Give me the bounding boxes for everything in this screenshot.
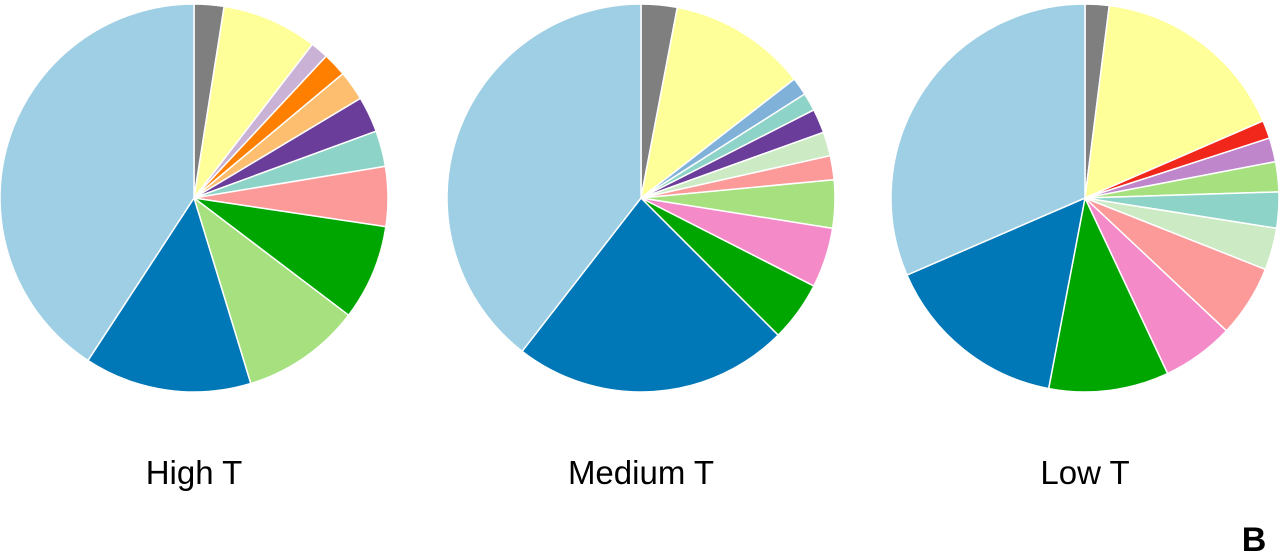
pie-high-t-slice-10 bbox=[193, 197, 350, 385]
pie-medium-t-slices bbox=[446, 3, 836, 393]
panel-letter: B bbox=[1242, 521, 1267, 559]
pie-medium-t-slice-2 bbox=[640, 6, 796, 199]
pie-high-t-slice-9 bbox=[193, 197, 387, 316]
pie-medium-t-label: Medium T bbox=[568, 454, 714, 491]
pie-high-t-slice-12 bbox=[0, 3, 195, 362]
pie-low-t-slice-11 bbox=[906, 197, 1086, 390]
pie-low-t-slice-12 bbox=[890, 3, 1086, 276]
pie-medium-t: Medium T bbox=[446, 3, 836, 491]
pie-medium-t-slice-12 bbox=[446, 3, 642, 353]
pie-high-t-slice-2 bbox=[193, 5, 314, 199]
pie-low-t-slice-2 bbox=[1084, 4, 1264, 199]
pie-low-t: Low T bbox=[890, 3, 1280, 491]
pie-medium-t-slice-11 bbox=[521, 197, 779, 393]
pie-high-t-label: High T bbox=[146, 454, 243, 491]
pie-low-t-label: Low T bbox=[1040, 454, 1129, 491]
pie-low-t-slices bbox=[890, 3, 1280, 393]
pie-low-t-slice-10 bbox=[1047, 197, 1169, 393]
pie-high-t-slice-11 bbox=[87, 197, 252, 393]
pie-high-t-slices bbox=[0, 3, 389, 393]
pie-high-t: High T bbox=[0, 3, 389, 491]
